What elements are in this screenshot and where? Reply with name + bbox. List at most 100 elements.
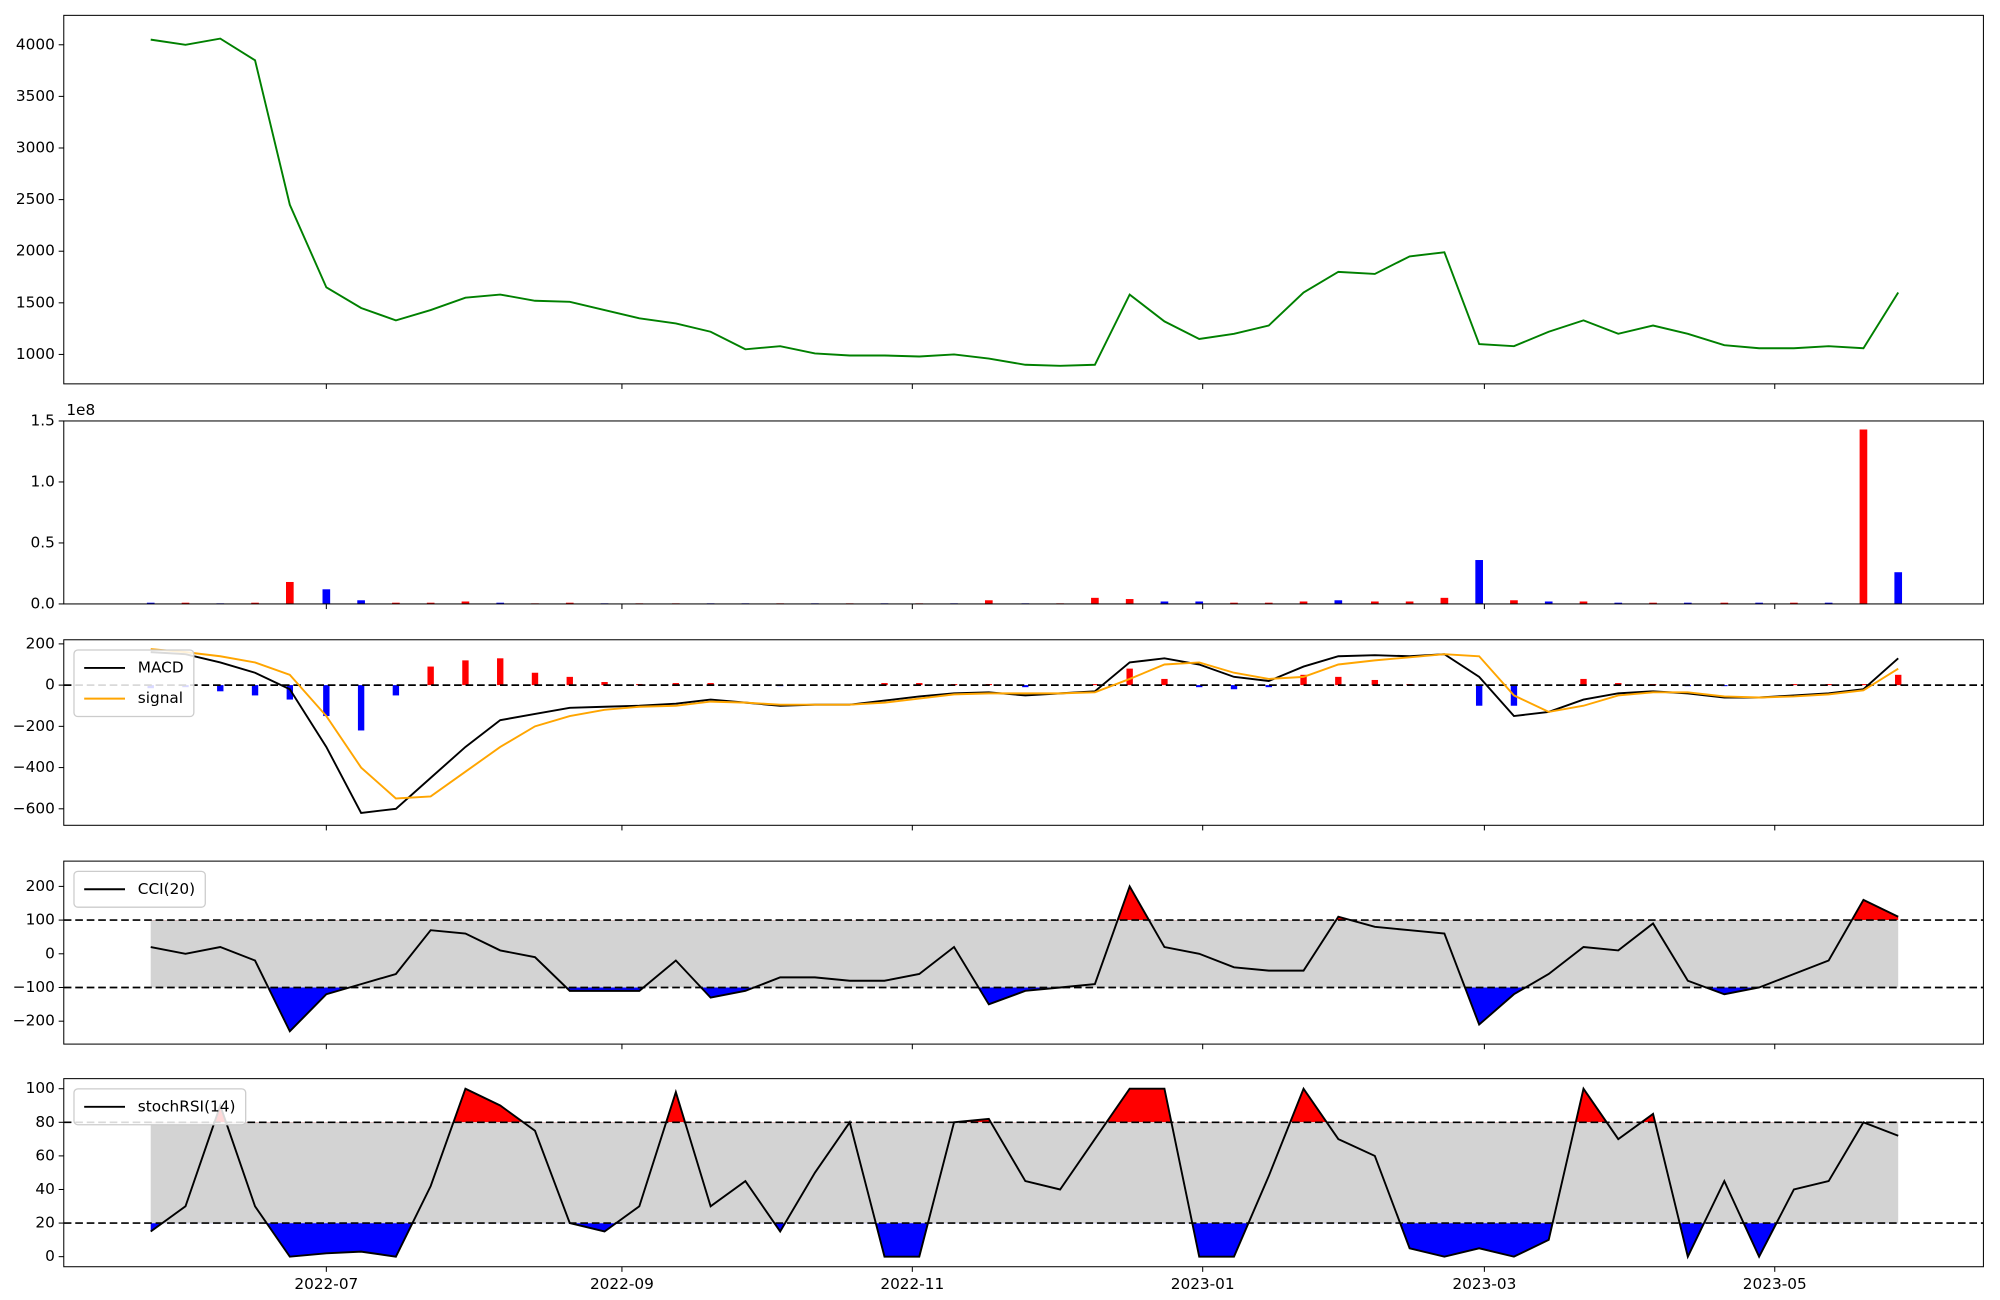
bar [1824, 602, 1833, 604]
bar [1475, 560, 1483, 604]
legend-box [73, 870, 206, 908]
histogram-bar [1580, 678, 1587, 686]
oversold-fill [150, 987, 1899, 1032]
y-tick-label: 1000 [16, 345, 55, 363]
y-tick-label: 0.0 [30, 594, 54, 612]
histogram-bar [1126, 668, 1133, 686]
histogram-bar [1091, 684, 1099, 686]
histogram-bar [392, 685, 400, 696]
histogram-bar [881, 683, 888, 686]
y-tick-label: 1.0 [30, 472, 54, 490]
histogram-bar [566, 676, 573, 686]
y-tick-label: 1.5 [30, 411, 54, 429]
bar [1859, 429, 1868, 604]
y-tick-label: 0 [45, 1247, 55, 1265]
bar [1544, 601, 1553, 604]
y-tick-label: −100 [13, 978, 55, 996]
histogram-bar [1475, 685, 1483, 706]
y-tick-label: 20 [35, 1214, 54, 1232]
axes-frame [63, 14, 1984, 385]
band [150, 1122, 1899, 1224]
bar [461, 601, 470, 604]
legend-label: MACD [138, 658, 184, 676]
bar [322, 589, 331, 604]
plot-area [63, 648, 1984, 814]
bar [1405, 601, 1414, 604]
series-line [150, 648, 1899, 800]
y-tick-label: −600 [13, 799, 55, 817]
series-line [150, 884, 1899, 1033]
bar [1091, 597, 1099, 604]
bar [1894, 572, 1903, 604]
series-line [150, 1086, 1899, 1260]
bar [1579, 601, 1588, 604]
y-tick-label: −200 [13, 717, 55, 735]
histogram-bar [1825, 684, 1832, 686]
bar [1160, 601, 1169, 604]
x-tick-label: 2023-05 [1743, 1275, 1807, 1293]
histogram-bar [286, 685, 294, 700]
histogram-bar [916, 683, 923, 686]
y-tick-label: 1500 [16, 293, 55, 311]
bar [1683, 602, 1692, 604]
x-tick-label: 2022-11 [880, 1275, 944, 1293]
bar [357, 600, 365, 604]
bar [565, 602, 574, 604]
x-tick-label: 2023-03 [1452, 1275, 1516, 1293]
histogram-bar [1335, 676, 1342, 686]
bar [1334, 600, 1343, 604]
histogram-bar [1300, 674, 1307, 686]
y-tick-label: −400 [13, 758, 55, 776]
plot-area [63, 1086, 1984, 1260]
histogram-bar [1615, 683, 1622, 686]
bar [181, 602, 190, 604]
y-tick-label: 2000 [16, 242, 55, 260]
legend-label: CCI(20) [138, 880, 195, 898]
bar [1720, 602, 1729, 604]
plot-area [63, 884, 1984, 1033]
histogram-bar [1230, 685, 1238, 690]
legend: CCI(20) [73, 870, 206, 908]
y-tick-label: 60 [35, 1146, 54, 1164]
bar [426, 602, 435, 604]
y-tick-label: 200 [26, 877, 55, 895]
histogram-bar [497, 658, 504, 686]
histogram-bar [357, 685, 365, 731]
series-line [150, 37, 1900, 367]
legend: stochRSI(14) [73, 1088, 247, 1126]
bar [1371, 601, 1379, 604]
bar [1510, 600, 1518, 604]
y-tick-label: −200 [13, 1012, 55, 1030]
bar [392, 602, 400, 604]
axes-frame [63, 420, 1984, 605]
bar [1755, 602, 1763, 604]
histogram-bar [1022, 685, 1029, 688]
histogram-bar [1790, 684, 1798, 686]
y-tick-label: 80 [35, 1113, 54, 1131]
histogram-bar [601, 682, 608, 686]
plot-area [150, 37, 1900, 367]
y-tick-label: 100 [26, 1079, 55, 1097]
histogram-bar [1860, 684, 1867, 686]
y-tick-label: 3000 [16, 138, 55, 156]
bar [1649, 602, 1657, 604]
legend-box [73, 649, 195, 718]
histogram-bar [1371, 679, 1379, 686]
histogram-bar [217, 685, 224, 692]
y-tick-label: 0 [45, 944, 55, 962]
axes-frame [63, 639, 1984, 826]
bar [251, 602, 259, 604]
axes-frame [63, 1078, 1984, 1268]
y-tick-label: 0 [45, 676, 55, 694]
bar [1614, 602, 1623, 604]
histogram-bar [707, 683, 714, 686]
y-tick-label: 3500 [16, 87, 55, 105]
histogram-bar [251, 685, 259, 696]
histogram-bar [672, 683, 680, 686]
axes-frame [63, 860, 1984, 1045]
y-tick-label: 200 [26, 634, 55, 652]
histogram-bar [1895, 674, 1902, 686]
